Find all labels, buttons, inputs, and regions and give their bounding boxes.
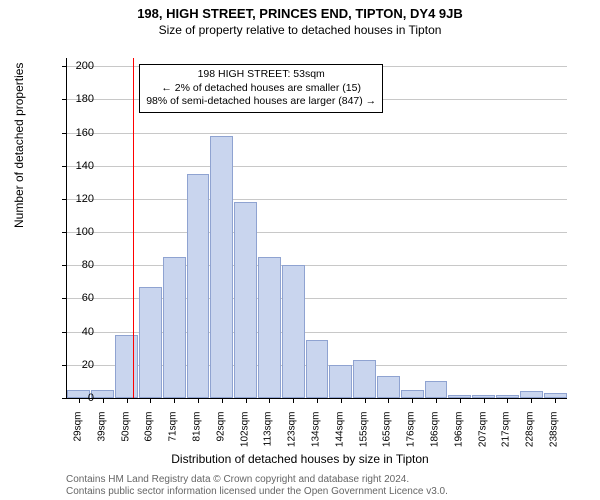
annotation-line: ← 2% of detached houses are smaller (15) [146,82,376,96]
xtick-mark [460,398,461,403]
xtick-label: 60sqm [144,412,155,462]
xtick-label: 217sqm [501,412,512,462]
histogram-bar [187,174,210,398]
footer: Contains HM Land Registry data © Crown c… [66,474,448,498]
ytick-label: 140 [64,160,94,172]
xtick-mark [293,398,294,403]
page-title: 198, HIGH STREET, PRINCES END, TIPTON, D… [0,0,600,21]
xtick-mark [103,398,104,403]
gridline [67,265,567,266]
xtick-mark [365,398,366,403]
xtick-label: 113sqm [263,412,274,462]
xtick-mark [436,398,437,403]
histogram-bar [520,391,543,398]
xtick-label: 196sqm [453,412,464,462]
xtick-mark [412,398,413,403]
xtick-mark [555,398,556,403]
ytick-label: 120 [64,193,94,205]
xtick-label: 238sqm [549,412,560,462]
xtick-label: 155sqm [358,412,369,462]
xtick-label: 144sqm [334,412,345,462]
xtick-mark [246,398,247,403]
histogram-bar [377,376,400,398]
xtick-label: 29sqm [72,412,83,462]
histogram-bar [115,335,138,398]
ytick-label: 80 [64,259,94,271]
chart: 198 HIGH STREET: 53sqm← 2% of detached h… [66,58,566,398]
xtick-label: 165sqm [382,412,393,462]
histogram-bar [139,287,162,398]
xtick-label: 39sqm [96,412,107,462]
xtick-mark [531,398,532,403]
xtick-label: 186sqm [430,412,441,462]
footer-line-1: Contains HM Land Registry data © Crown c… [66,474,448,486]
xtick-label: 134sqm [311,412,322,462]
xtick-label: 176sqm [406,412,417,462]
histogram-bar [306,340,329,398]
xtick-mark [222,398,223,403]
ytick-label: 160 [64,127,94,139]
ytick-label: 40 [64,326,94,338]
xtick-label: 81sqm [191,412,202,462]
xtick-mark [174,398,175,403]
ytick-label: 180 [64,93,94,105]
histogram-bar [91,390,114,398]
histogram-bar [353,360,376,398]
xtick-label: 102sqm [239,412,250,462]
gridline [67,133,567,134]
gridline [67,232,567,233]
xtick-mark [507,398,508,403]
ytick-label: 200 [64,60,94,72]
page-subtitle: Size of property relative to detached ho… [0,21,600,37]
xtick-mark [317,398,318,403]
annotation-line: 98% of semi-detached houses are larger (… [146,95,376,109]
xtick-mark [198,398,199,403]
xtick-label: 71sqm [168,412,179,462]
histogram-bar [210,136,233,398]
xtick-mark [341,398,342,403]
marker-line [133,58,134,398]
annotation-box: 198 HIGH STREET: 53sqm← 2% of detached h… [139,64,383,113]
footer-line-2: Contains public sector information licen… [66,486,448,498]
plot-area: 198 HIGH STREET: 53sqm← 2% of detached h… [66,58,567,399]
ytick-label: 60 [64,292,94,304]
xtick-mark [269,398,270,403]
histogram-bar [282,265,305,398]
y-axis-label: Number of detached properties [12,63,26,228]
histogram-bar [258,257,281,398]
xtick-label: 92sqm [215,412,226,462]
ytick-label: 0 [64,392,94,404]
xtick-label: 50sqm [120,412,131,462]
xtick-mark [150,398,151,403]
gridline [67,199,567,200]
xtick-label: 207sqm [477,412,488,462]
ytick-label: 100 [64,226,94,238]
histogram-bar [329,365,352,398]
xtick-mark [484,398,485,403]
ytick-label: 20 [64,359,94,371]
histogram-bar [163,257,186,398]
xtick-mark [127,398,128,403]
xtick-label: 228sqm [525,412,536,462]
xtick-mark [388,398,389,403]
histogram-bar [425,381,448,398]
gridline [67,166,567,167]
annotation-line: 198 HIGH STREET: 53sqm [146,68,376,82]
xtick-label: 123sqm [287,412,298,462]
histogram-bar [401,390,424,398]
histogram-bar [234,202,257,398]
